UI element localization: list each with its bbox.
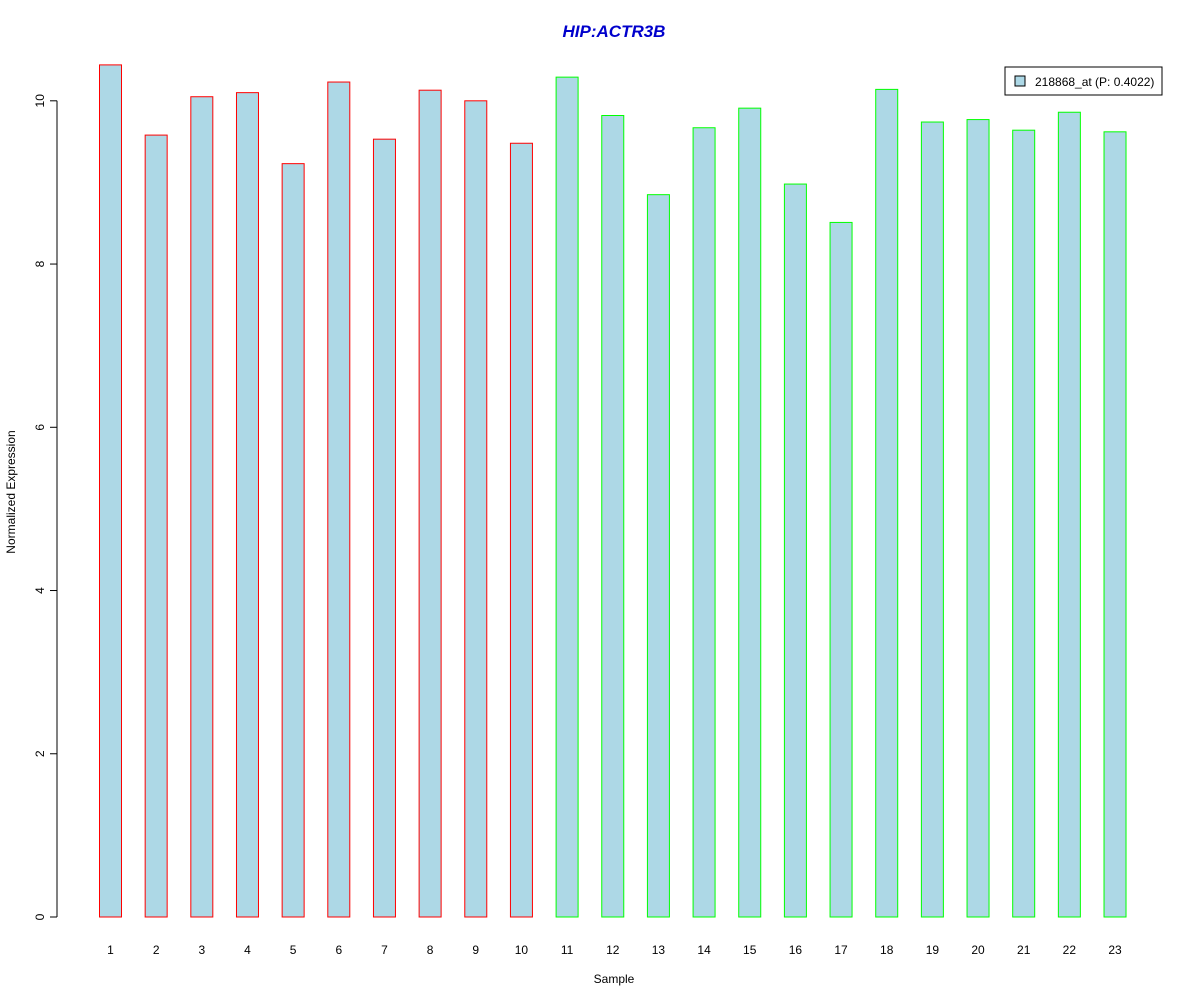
bar	[1103, 131, 1127, 918]
x-axis-tick-label: 5	[290, 943, 297, 957]
x-axis-tick-label: 19	[926, 943, 940, 957]
bar	[464, 100, 488, 918]
x-axis-tick-label: 20	[971, 943, 985, 957]
y-axis-label: Normalized Expression	[4, 430, 18, 553]
x-axis-tick-label: 23	[1108, 943, 1122, 957]
bar	[99, 64, 122, 918]
y-axis-tick-label: 2	[33, 750, 47, 757]
x-axis-tick-label: 17	[834, 943, 848, 957]
x-axis-tick-label: 1	[107, 943, 114, 957]
x-axis-tick-label: 11	[561, 943, 574, 957]
bar	[327, 81, 351, 918]
bar	[418, 89, 442, 918]
x-axis-tick-label: 13	[652, 943, 666, 957]
x-axis-tick-label: 8	[427, 943, 434, 957]
bar	[783, 183, 807, 918]
x-axis-tick-label: 3	[198, 943, 205, 957]
x-axis-tick-label: 22	[1063, 943, 1077, 957]
y-axis: 0 2 4 6 8 10	[33, 94, 58, 920]
x-axis-label: Sample	[594, 972, 635, 986]
bars	[99, 64, 1127, 918]
x-axis-tick-label: 6	[335, 943, 342, 957]
y-axis-tick-label: 10	[33, 94, 47, 108]
legend-label: 218868_at (P: 0.4022)	[1035, 75, 1154, 89]
bar	[555, 76, 579, 918]
bar	[190, 96, 214, 918]
chart-title: HIP:ACTR3B	[563, 22, 666, 41]
bar	[875, 88, 899, 918]
x-axis-tick-labels: 1 2 3 4 5 6 7 8 9 10 11 12 13 14 15 16 17 18 19 20 21 22 23	[107, 943, 1122, 957]
bar	[601, 115, 625, 918]
legend-swatch	[1014, 75, 1026, 87]
y-axis-tick-label: 6	[33, 424, 47, 431]
legend: 218868_at (P: 0.4022)	[1004, 66, 1163, 96]
bar	[235, 92, 259, 918]
bar	[509, 142, 533, 918]
x-axis-tick-label: 9	[472, 943, 479, 957]
x-axis-tick-label: 16	[789, 943, 803, 957]
bar	[966, 119, 990, 918]
x-axis-tick-label: 18	[880, 943, 894, 957]
bar	[281, 163, 305, 918]
x-axis-tick-label: 7	[381, 943, 388, 957]
bar	[920, 121, 944, 918]
bar	[738, 107, 762, 918]
bar	[1012, 129, 1036, 918]
y-axis-tick-label: 8	[33, 260, 47, 267]
x-axis-tick-label: 15	[743, 943, 757, 957]
y-axis-tick-label: 4	[33, 587, 47, 594]
y-axis-tick-label: 0	[33, 913, 47, 920]
x-axis-tick-label: 14	[697, 943, 711, 957]
x-axis-tick-label: 4	[244, 943, 251, 957]
bar	[1057, 111, 1081, 918]
x-axis-tick-label: 10	[515, 943, 529, 957]
bar	[372, 138, 396, 918]
x-axis-tick-label: 2	[153, 943, 160, 957]
legend-box	[1004, 66, 1163, 96]
x-axis-tick-label: 21	[1017, 943, 1031, 957]
bar	[692, 127, 716, 918]
bar	[646, 194, 670, 918]
x-axis-tick-label: 12	[606, 943, 620, 957]
bar	[144, 134, 168, 918]
bar	[829, 221, 853, 918]
